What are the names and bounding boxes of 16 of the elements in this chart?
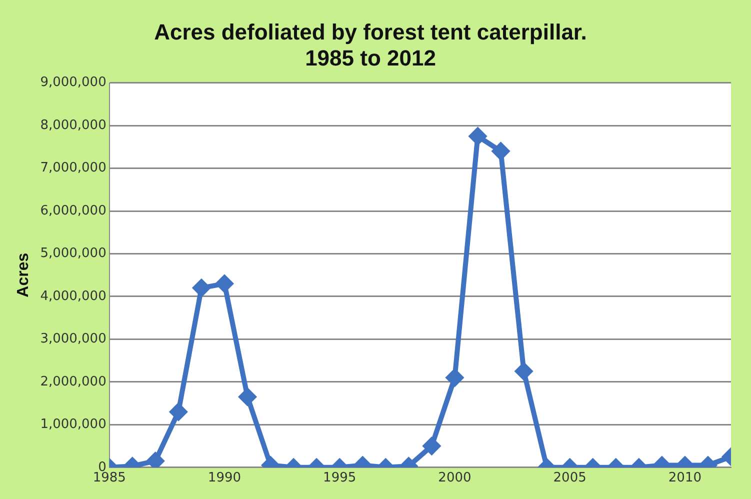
y-tick-label: 5,000,000 bbox=[40, 246, 106, 262]
y-tick-label: 4,000,000 bbox=[40, 288, 106, 304]
x-tick-label: 1990 bbox=[208, 470, 242, 486]
y-tick-label: 3,000,000 bbox=[40, 332, 106, 347]
y-tick-label: 2,000,000 bbox=[40, 374, 106, 390]
y-axis-title: Acres bbox=[15, 252, 32, 298]
x-tick-label: 2005 bbox=[553, 470, 586, 486]
y-tick-label: 7,000,000 bbox=[40, 160, 106, 176]
x-tick-label: 2010 bbox=[668, 470, 702, 486]
x-tick-label: 2000 bbox=[438, 470, 472, 486]
x-tick-label: 1995 bbox=[323, 470, 356, 486]
y-tick-label: 1,000,000 bbox=[40, 417, 106, 432]
chart-title: Acres defoliated by forest tent caterpillar. 1985 to 2012 bbox=[154, 19, 587, 71]
y-tick-label: 8,000,000 bbox=[40, 118, 106, 133]
y-tick-label: 6,000,000 bbox=[40, 203, 106, 218]
y-tick-label: 9,000,000 bbox=[40, 75, 106, 90]
